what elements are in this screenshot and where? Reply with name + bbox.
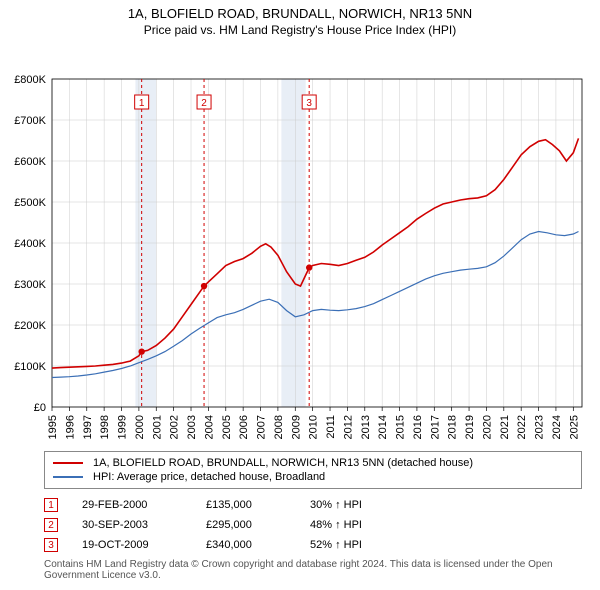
sales-pct: 52% ↑ HPI bbox=[310, 539, 410, 551]
x-tick-label: 2025 bbox=[568, 415, 580, 439]
chart-title: 1A, BLOFIELD ROAD, BRUNDALL, NORWICH, NR… bbox=[0, 6, 600, 21]
sales-row: 1 29-FEB-2000 £135,000 30% ↑ HPI bbox=[44, 495, 582, 515]
legend-item: HPI: Average price, detached house, Broa… bbox=[53, 470, 573, 484]
sale-marker-number: 1 bbox=[139, 98, 145, 109]
legend-swatch bbox=[53, 476, 83, 478]
x-tick-label: 2014 bbox=[377, 415, 389, 439]
price-chart: £0 £100K £200K £300K £400K £500K £600K £700K £80… bbox=[0, 37, 600, 447]
legend-item: 1A, BLOFIELD ROAD, BRUNDALL, NORWICH, NR… bbox=[53, 456, 573, 470]
y-tick-label: £500K bbox=[14, 197, 46, 209]
x-tick-label: 2000 bbox=[134, 415, 146, 439]
sales-row: 2 30-SEP-2003 £295,000 48% ↑ HPI bbox=[44, 515, 582, 535]
x-tick-label: 2018 bbox=[447, 415, 459, 439]
sales-price: £295,000 bbox=[206, 519, 286, 531]
x-tick-label: 2016 bbox=[412, 415, 424, 439]
x-tick-label: 2001 bbox=[151, 415, 163, 439]
y-tick-label: £300K bbox=[14, 279, 46, 291]
sales-date: 19-OCT-2009 bbox=[82, 539, 182, 551]
sales-price: £340,000 bbox=[206, 539, 286, 551]
sales-price: £135,000 bbox=[206, 499, 286, 511]
sales-pct: 48% ↑ HPI bbox=[310, 519, 410, 531]
sales-marker-box: 1 bbox=[44, 498, 58, 512]
chart-subtitle: Price paid vs. HM Land Registry's House … bbox=[0, 23, 600, 37]
sales-date: 29-FEB-2000 bbox=[82, 499, 182, 511]
x-tick-label: 2021 bbox=[499, 415, 511, 439]
series-hpi bbox=[52, 232, 579, 378]
y-tick-label: £0 bbox=[34, 402, 46, 414]
x-tick-label: 1997 bbox=[82, 415, 94, 439]
y-tick-label: £400K bbox=[14, 238, 46, 250]
x-tick-label: 2004 bbox=[203, 415, 215, 439]
legend-swatch bbox=[53, 462, 83, 464]
x-tick-label: 2024 bbox=[551, 415, 563, 439]
x-tick-label: 1998 bbox=[99, 415, 111, 439]
x-tick-label: 2005 bbox=[221, 415, 233, 439]
legend: 1A, BLOFIELD ROAD, BRUNDALL, NORWICH, NR… bbox=[44, 451, 582, 489]
x-tick-label: 2022 bbox=[516, 415, 528, 439]
x-tick-label: 2012 bbox=[342, 415, 354, 439]
x-tick-label: 2011 bbox=[325, 415, 337, 439]
sales-marker-box: 2 bbox=[44, 518, 58, 532]
sales-marker-box: 3 bbox=[44, 538, 58, 552]
footer-attribution: Contains HM Land Registry data © Crown c… bbox=[44, 559, 582, 581]
x-tick-label: 1999 bbox=[117, 415, 129, 439]
x-tick-label: 2017 bbox=[429, 415, 441, 439]
legend-label: HPI: Average price, detached house, Broa… bbox=[93, 471, 325, 483]
sales-pct: 30% ↑ HPI bbox=[310, 499, 410, 511]
x-tick-label: 2020 bbox=[481, 415, 493, 439]
x-tick-label: 2008 bbox=[273, 415, 285, 439]
x-tick-label: 2015 bbox=[395, 415, 407, 439]
x-tick-label: 2023 bbox=[534, 415, 546, 439]
sale-marker-number: 3 bbox=[306, 98, 312, 109]
series-price_paid bbox=[52, 138, 579, 368]
y-tick-label: £600K bbox=[14, 156, 46, 168]
legend-label: 1A, BLOFIELD ROAD, BRUNDALL, NORWICH, NR… bbox=[93, 457, 473, 469]
sales-row: 3 19-OCT-2009 £340,000 52% ↑ HPI bbox=[44, 535, 582, 555]
sales-date: 30-SEP-2003 bbox=[82, 519, 182, 531]
y-tick-label: £700K bbox=[14, 115, 46, 127]
sale-marker-number: 2 bbox=[201, 98, 207, 109]
x-tick-label: 2010 bbox=[308, 415, 320, 439]
x-tick-label: 2007 bbox=[256, 415, 268, 439]
x-tick-label: 2002 bbox=[169, 415, 181, 439]
x-tick-label: 2009 bbox=[290, 415, 302, 439]
y-tick-label: £800K bbox=[14, 74, 46, 86]
x-tick-label: 2003 bbox=[186, 415, 198, 439]
y-tick-label: £100K bbox=[14, 361, 46, 373]
y-tick-label: £200K bbox=[14, 320, 46, 332]
x-tick-label: 1995 bbox=[47, 415, 59, 439]
x-tick-label: 1996 bbox=[64, 415, 76, 439]
sales-table: 1 29-FEB-2000 £135,000 30% ↑ HPI 2 30-SEP-200… bbox=[44, 495, 582, 555]
x-tick-label: 2006 bbox=[238, 415, 250, 439]
x-tick-label: 2019 bbox=[464, 415, 476, 439]
x-tick-label: 2013 bbox=[360, 415, 372, 439]
